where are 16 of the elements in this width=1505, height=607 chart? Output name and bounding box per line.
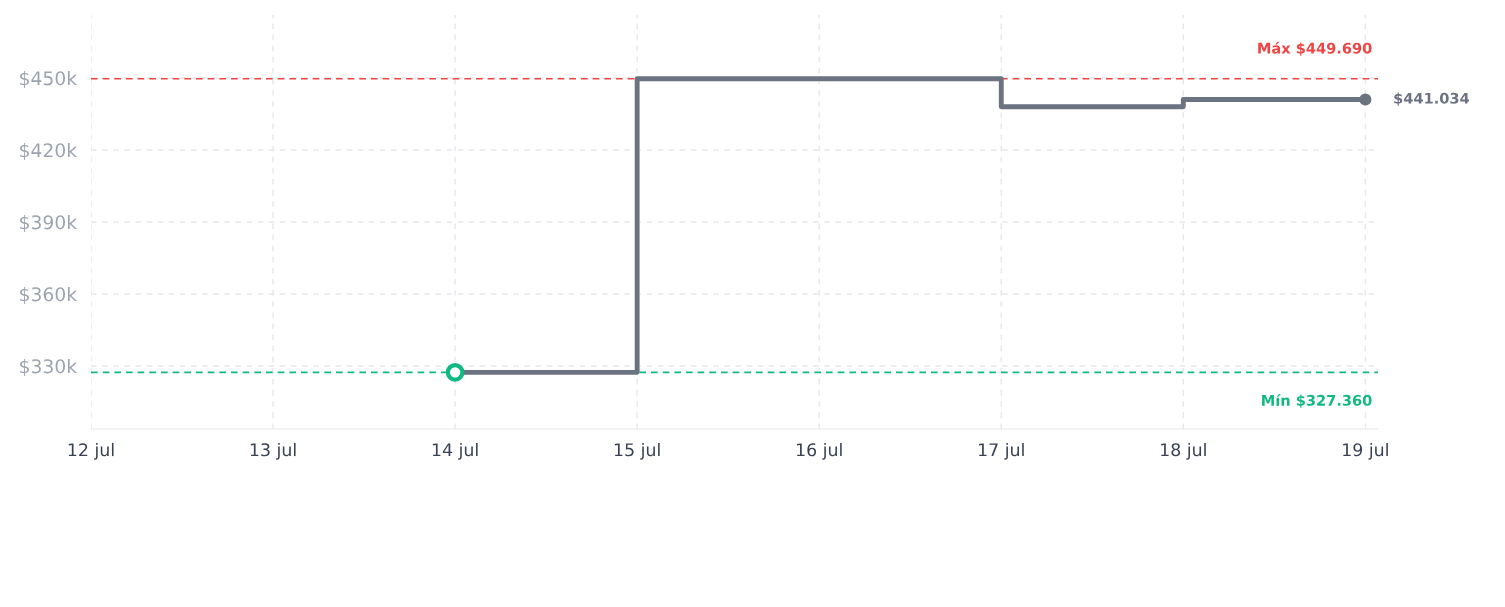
y-tick-label: $360k — [20, 286, 78, 304]
ref-line-label: Máx $449.690 — [1258, 41, 1372, 56]
x-tick-label: 19 jul — [1343, 442, 1388, 460]
x-tick-label: 13 jul — [250, 442, 296, 460]
x-tick-label: 12 jul — [68, 442, 114, 460]
x-tick-label: 17 jul — [979, 442, 1024, 460]
y-tick-label: $390k — [20, 214, 78, 232]
x-tick-label: 18 jul — [1161, 442, 1206, 460]
x-tick-label: 16 jul — [796, 442, 842, 460]
x-tick-label: 14 jul — [432, 442, 478, 460]
x-tick-label: 15 jul — [614, 442, 660, 460]
y-tick-label: $450k — [20, 70, 78, 88]
y-tick-label: $420k — [20, 142, 78, 160]
y-tick-label: $330k — [20, 358, 78, 376]
annotation: $441.034 — [1394, 92, 1470, 106]
ref-line-label: Mín $327.360 — [1262, 393, 1372, 408]
